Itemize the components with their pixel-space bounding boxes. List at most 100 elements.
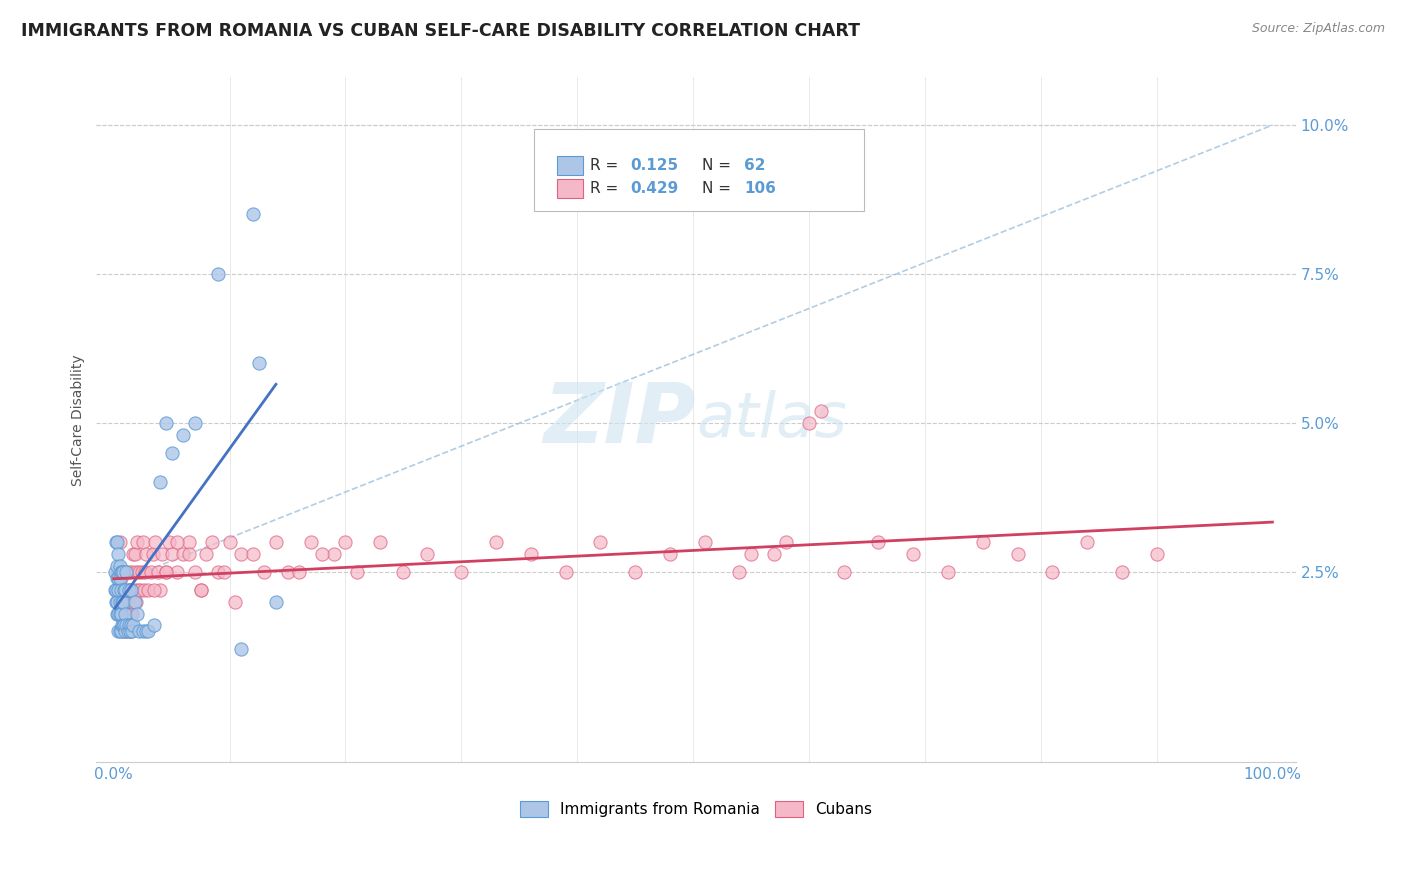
- Point: [322, 547, 344, 561]
- Point: [190, 582, 212, 597]
- Text: atlas: atlas: [696, 390, 846, 450]
- Point: [105, 594, 128, 608]
- Point: [107, 624, 129, 639]
- Point: [112, 582, 135, 597]
- Point: [111, 565, 134, 579]
- Point: [107, 607, 129, 621]
- Legend: Immigrants from Romania, Cubans: Immigrants from Romania, Cubans: [515, 795, 877, 823]
- Point: [111, 624, 134, 639]
- Point: [107, 582, 129, 597]
- Point: [115, 565, 138, 579]
- Point: [1040, 565, 1063, 579]
- Point: [868, 535, 890, 549]
- Point: [264, 535, 287, 549]
- Point: [212, 565, 235, 579]
- Point: [1076, 535, 1098, 549]
- Point: [131, 535, 153, 549]
- Point: [108, 535, 131, 549]
- Point: [138, 624, 160, 639]
- Point: [132, 582, 155, 597]
- Point: [368, 535, 391, 549]
- Point: [693, 535, 716, 549]
- Point: [105, 535, 128, 549]
- Point: [832, 565, 855, 579]
- Point: [172, 547, 194, 561]
- Point: [121, 565, 143, 579]
- Point: [117, 624, 139, 639]
- Point: [177, 535, 200, 549]
- Point: [143, 582, 166, 597]
- Point: [122, 618, 145, 632]
- Point: [111, 594, 134, 608]
- Point: [152, 547, 174, 561]
- Point: [108, 571, 131, 585]
- Point: [115, 607, 138, 621]
- Point: [346, 565, 368, 579]
- Point: [121, 624, 143, 639]
- Point: [264, 594, 287, 608]
- Point: [125, 535, 148, 549]
- Point: [110, 571, 132, 585]
- Point: [740, 547, 762, 561]
- Point: [936, 565, 959, 579]
- Point: [110, 624, 132, 639]
- Point: [288, 565, 311, 579]
- Point: [108, 558, 131, 573]
- Point: [231, 642, 253, 657]
- Point: [145, 535, 167, 549]
- FancyBboxPatch shape: [557, 155, 583, 175]
- Point: [114, 624, 136, 639]
- Point: [107, 571, 129, 585]
- Point: [415, 547, 437, 561]
- Point: [299, 535, 322, 549]
- Point: [114, 582, 136, 597]
- Point: [195, 547, 218, 561]
- Point: [763, 547, 786, 561]
- Point: [110, 607, 132, 621]
- Y-axis label: Self-Care Disability: Self-Care Disability: [72, 354, 86, 486]
- Point: [775, 535, 797, 549]
- Point: [128, 624, 150, 639]
- Point: [121, 607, 143, 621]
- Point: [218, 535, 240, 549]
- Point: [134, 565, 156, 579]
- FancyBboxPatch shape: [534, 128, 863, 211]
- Point: [111, 582, 134, 597]
- Point: [114, 624, 136, 639]
- Point: [112, 565, 135, 579]
- Point: [149, 475, 172, 490]
- Point: [111, 565, 134, 579]
- Point: [122, 547, 145, 561]
- Point: [111, 594, 134, 608]
- Point: [120, 624, 142, 639]
- Point: [118, 624, 141, 639]
- Point: [129, 582, 152, 597]
- Point: [120, 582, 142, 597]
- Text: 106: 106: [744, 181, 776, 196]
- Text: IMMIGRANTS FROM ROMANIA VS CUBAN SELF-CARE DISABILITY CORRELATION CHART: IMMIGRANTS FROM ROMANIA VS CUBAN SELF-CA…: [21, 22, 860, 40]
- Point: [1007, 547, 1029, 561]
- Point: [131, 565, 153, 579]
- Point: [624, 565, 647, 579]
- Point: [224, 594, 246, 608]
- Point: [124, 594, 146, 608]
- Point: [155, 565, 177, 579]
- Point: [118, 582, 141, 597]
- Point: [166, 535, 188, 549]
- FancyBboxPatch shape: [557, 178, 583, 198]
- Point: [128, 565, 150, 579]
- Point: [903, 547, 925, 561]
- Point: [118, 582, 141, 597]
- Point: [104, 565, 127, 579]
- Point: [115, 565, 138, 579]
- Point: [231, 547, 253, 561]
- Text: R =: R =: [591, 181, 623, 196]
- Point: [115, 618, 138, 632]
- Point: [124, 547, 146, 561]
- Point: [242, 547, 264, 561]
- Point: [105, 558, 128, 573]
- Point: [118, 565, 141, 579]
- Point: [111, 565, 134, 579]
- Point: [277, 565, 299, 579]
- Point: [107, 565, 129, 579]
